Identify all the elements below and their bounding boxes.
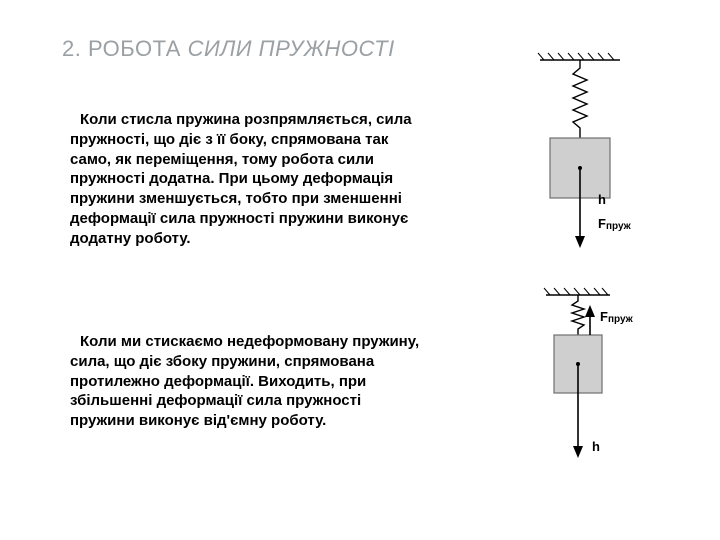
fig1-label-h: h	[598, 192, 606, 207]
figure-1: h Fпруж	[500, 50, 680, 265]
figure-1-svg	[500, 50, 680, 265]
fig2-label-f-sub: пруж	[608, 314, 633, 325]
paragraph-1: Коли стисла пружина розпрямляється, сила…	[70, 110, 430, 249]
heading-italic: СИЛИ ПРУЖНОСТІ	[188, 36, 395, 61]
fig2-label-f: Fпруж	[600, 309, 633, 325]
page-heading: 2. РОБОТА СИЛИ ПРУЖНОСТІ	[62, 36, 395, 62]
fig2-label-h: h	[592, 439, 600, 454]
fig1-label-f-main: F	[598, 216, 606, 231]
heading-number: 2.	[62, 36, 81, 61]
figure-2-svg	[500, 285, 680, 480]
fig2-label-f-main: F	[600, 309, 608, 324]
paragraph-2: Коли ми стискаємо недеформовану пружину,…	[70, 332, 430, 431]
fig1-label-f: Fпруж	[598, 216, 631, 232]
heading-plain: РОБОТА	[88, 36, 188, 61]
figure-2: Fпруж h	[500, 285, 680, 480]
fig1-label-f-sub: пруж	[606, 221, 631, 232]
